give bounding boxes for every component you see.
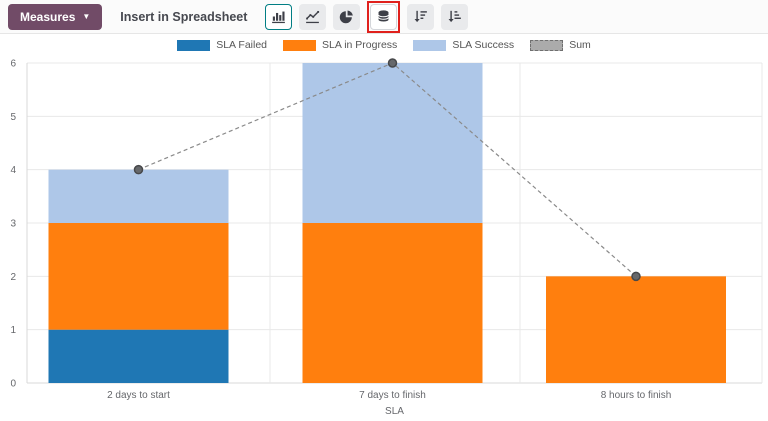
toolbar: Measures ▼ Insert in Spreadsheet (0, 0, 768, 34)
stacked-database-icon (378, 10, 390, 22)
chart-container: SLA Failed SLA in Progress SLA Success Sum … (0, 34, 768, 421)
legend-item[interactable]: SLA in Progress (283, 39, 397, 51)
bar-segment[interactable] (48, 169, 229, 223)
y-tick-label: 2 (10, 272, 16, 283)
sort-descending-button[interactable] (407, 3, 435, 30)
legend-label: SLA Failed (216, 39, 268, 51)
legend-label: SLA in Progress (322, 39, 398, 51)
bar-segment[interactable] (302, 223, 483, 383)
line-chart-button[interactable] (299, 3, 327, 30)
bar-segment[interactable] (48, 329, 229, 383)
bar-chart-icon (272, 11, 286, 24)
sort-ascending-button[interactable] (441, 3, 469, 30)
legend-item[interactable]: SLA Failed (177, 39, 267, 51)
pie-chart-icon (340, 10, 354, 24)
legend-swatch (283, 39, 317, 51)
chart-legend: SLA Failed SLA in Progress SLA Success Sum (0, 39, 768, 51)
bar-chart-button[interactable] (265, 3, 293, 30)
measures-label: Measures (20, 9, 76, 24)
legend-label: SLA Success (452, 39, 515, 51)
bar-segment[interactable] (546, 276, 726, 383)
line-chart-icon (306, 10, 320, 24)
sum-point[interactable] (631, 271, 641, 282)
x-category-label: 8 hours to finish (601, 390, 672, 401)
sum-point[interactable] (133, 164, 144, 175)
y-tick-label: 0 (10, 379, 16, 390)
legend-item-sum[interactable]: Sum (530, 39, 591, 51)
y-tick-label: 6 (10, 59, 16, 70)
y-tick-label: 5 (10, 112, 16, 123)
y-tick-label: 1 (10, 325, 16, 336)
x-category-label: 2 days to start (107, 390, 170, 401)
sort-ascending-icon (448, 10, 462, 23)
legend-swatch (413, 39, 447, 51)
bar-segment[interactable] (48, 223, 229, 330)
insert-in-spreadsheet-button[interactable]: Insert in Spreadsheet (116, 4, 251, 30)
chevron-down-icon: ▼ (82, 11, 91, 21)
chart-type-button-group (265, 0, 469, 33)
x-axis-title: SLA (385, 406, 404, 417)
bar-segment[interactable] (302, 63, 483, 223)
legend-swatch (177, 39, 211, 51)
measures-button[interactable]: Measures ▼ (8, 3, 103, 30)
legend-swatch (530, 39, 564, 51)
sort-descending-icon (414, 10, 428, 23)
legend-item[interactable]: SLA Success (413, 39, 514, 51)
pie-chart-button[interactable] (333, 3, 361, 30)
annotation-highlight (367, 0, 401, 33)
x-category-label: 7 days to finish (359, 390, 426, 401)
legend-label: Sum (569, 39, 591, 51)
chart-svg: 0 1 2 3 4 5 6 2 days to start 7 days to finish 8 … (10, 58, 763, 417)
sum-point[interactable] (387, 58, 398, 68)
y-tick-label: 4 (10, 165, 16, 176)
y-tick-label: 3 (10, 219, 16, 230)
stacked-button[interactable] (370, 3, 398, 30)
